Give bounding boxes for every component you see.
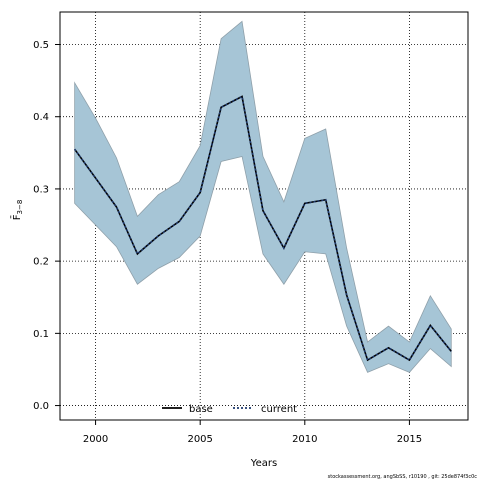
x-tick-label: 2005 [187, 434, 212, 445]
series-line-base [73, 95, 452, 362]
legend-label-base: base [189, 404, 213, 415]
svg-text:F̄3−8: F̄3−8 [10, 200, 24, 221]
x-tick-label: 2015 [397, 434, 422, 445]
y-tick-label: 0.2 [33, 257, 49, 268]
y-axis-title-subscript: 3−8 [16, 200, 24, 215]
y-tick-label: 0.1 [33, 329, 49, 340]
plot-frame [59, 11, 469, 421]
y-tick-label: 0.0 [33, 401, 49, 412]
y-tick-label: 0.3 [33, 184, 49, 195]
legend-label-current: current [261, 404, 297, 415]
x-tick-label: 2000 [83, 434, 108, 445]
y-axis: 0.0 0.1 0.2 0.3 0.4 0.5 [33, 40, 60, 412]
y-tick-label: 0.4 [33, 112, 49, 123]
y-axis-title: F̄3−8 [10, 200, 24, 221]
x-axis: 2000 2005 2010 2015 [83, 420, 422, 445]
x-axis-title: Years [250, 458, 277, 469]
y-axis-title-main: F̄ [10, 214, 23, 220]
y-tick-label: 0.5 [33, 40, 49, 51]
footer-note: stockassessment.org, angSbSS, r10190 , g… [328, 474, 478, 480]
legend: base current [162, 404, 297, 415]
x-tick-label: 2010 [292, 434, 317, 445]
confidence-band [74, 20, 452, 373]
